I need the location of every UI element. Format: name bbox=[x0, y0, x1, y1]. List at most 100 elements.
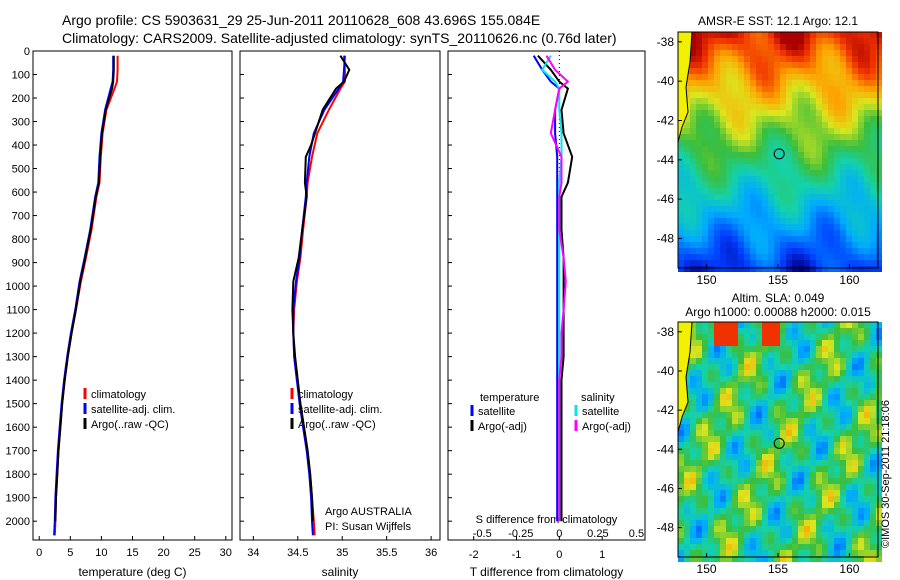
sla-cell bbox=[738, 406, 744, 412]
sla-cell bbox=[744, 436, 750, 442]
sst-cell bbox=[822, 32, 828, 38]
sla-cell bbox=[840, 454, 846, 460]
sst-cell bbox=[798, 200, 804, 206]
sst-cell bbox=[768, 194, 774, 200]
sla-cell bbox=[756, 454, 762, 460]
sla-cell bbox=[870, 532, 876, 538]
sla-cell bbox=[864, 382, 870, 388]
sla-cell bbox=[696, 490, 702, 496]
sla-cell bbox=[690, 418, 696, 424]
sla-cell bbox=[732, 364, 738, 370]
sla-cell bbox=[780, 502, 786, 508]
sla-cell bbox=[864, 334, 870, 340]
sst-cell bbox=[720, 200, 726, 206]
sla-cell bbox=[768, 466, 774, 472]
sst-cell bbox=[822, 248, 828, 254]
sla-cell bbox=[780, 394, 786, 400]
sst-cell bbox=[798, 260, 804, 266]
sla-cell bbox=[852, 526, 858, 532]
sla-cell bbox=[750, 448, 756, 454]
sla-cell bbox=[750, 544, 756, 550]
sst-cell bbox=[840, 86, 846, 92]
sla-cell bbox=[876, 370, 882, 376]
sla-cell bbox=[828, 514, 834, 520]
legend-label: Argo(..raw -QC) bbox=[298, 419, 376, 431]
sla-cell bbox=[732, 520, 738, 526]
sst-cell bbox=[780, 68, 786, 74]
sst-cell bbox=[786, 266, 792, 272]
sla-cell bbox=[750, 382, 756, 388]
sst-cell bbox=[786, 50, 792, 56]
sla-cell bbox=[780, 352, 786, 358]
sla-cell bbox=[786, 418, 792, 424]
sla-cell bbox=[696, 400, 702, 406]
sla-cell bbox=[732, 418, 738, 424]
sla-cell bbox=[834, 460, 840, 466]
y-tick-label: 1600 bbox=[6, 422, 30, 434]
sst-cell bbox=[804, 224, 810, 230]
sla-cell bbox=[726, 508, 732, 514]
sla-cell bbox=[792, 544, 798, 550]
sst-cell bbox=[816, 170, 822, 176]
sst-cell bbox=[870, 206, 876, 212]
sla-cell bbox=[696, 514, 702, 520]
sla-cell bbox=[864, 370, 870, 376]
sst-cell bbox=[810, 134, 816, 140]
sst-cell bbox=[876, 200, 882, 206]
sst-cell bbox=[732, 128, 738, 134]
sst-cell bbox=[876, 182, 882, 188]
y-tick-label: 1000 bbox=[6, 281, 30, 293]
sla-cell bbox=[774, 388, 780, 394]
sla-cell bbox=[774, 490, 780, 496]
sst-cell bbox=[828, 56, 834, 62]
sla-cell bbox=[810, 340, 816, 346]
sla-cell bbox=[828, 340, 834, 346]
sla-cell bbox=[786, 460, 792, 466]
sst-cell bbox=[678, 218, 684, 224]
sst-cell bbox=[756, 260, 762, 266]
sla-cell bbox=[840, 514, 846, 520]
sst-cell bbox=[804, 62, 810, 68]
sst-cell bbox=[876, 104, 882, 110]
sst-cell bbox=[858, 260, 864, 266]
y-tick-label: 700 bbox=[12, 211, 30, 223]
sst-cell bbox=[690, 212, 696, 218]
sla-cell bbox=[726, 424, 732, 430]
sst-cell bbox=[756, 104, 762, 110]
sst-cell bbox=[786, 194, 792, 200]
sla-cell bbox=[726, 544, 732, 550]
sst-cell bbox=[858, 104, 864, 110]
sst-cell bbox=[714, 122, 720, 128]
sla-cell bbox=[816, 550, 822, 556]
sla-cell bbox=[702, 406, 708, 412]
sla-cell bbox=[840, 364, 846, 370]
sst-cell bbox=[864, 230, 870, 236]
sst-cell bbox=[876, 230, 882, 236]
sst-cell bbox=[756, 110, 762, 116]
sst-cell bbox=[840, 230, 846, 236]
sla-cell bbox=[816, 358, 822, 364]
sla-cell bbox=[768, 388, 774, 394]
sst-cell bbox=[792, 44, 798, 50]
sla-cell bbox=[702, 352, 708, 358]
sla-cell bbox=[690, 478, 696, 484]
sla-cell bbox=[810, 448, 816, 454]
sst-cell bbox=[714, 188, 720, 194]
sst-cell bbox=[828, 116, 834, 122]
sla-cell bbox=[744, 484, 750, 490]
sst-cell bbox=[876, 206, 882, 212]
sst-cell bbox=[696, 170, 702, 176]
sst-cell bbox=[756, 266, 762, 272]
sla-cell bbox=[702, 550, 708, 556]
sst-cell bbox=[768, 56, 774, 62]
sst-cell bbox=[816, 74, 822, 80]
sst-cell bbox=[762, 146, 768, 152]
sla-cell bbox=[786, 334, 792, 340]
sst-cell bbox=[792, 134, 798, 140]
sst-cell bbox=[714, 152, 720, 158]
sst-cell bbox=[840, 236, 846, 242]
sst-cell bbox=[774, 98, 780, 104]
x-tick-label: 5 bbox=[67, 547, 73, 559]
sst-cell bbox=[876, 32, 882, 38]
sst-cell bbox=[720, 152, 726, 158]
